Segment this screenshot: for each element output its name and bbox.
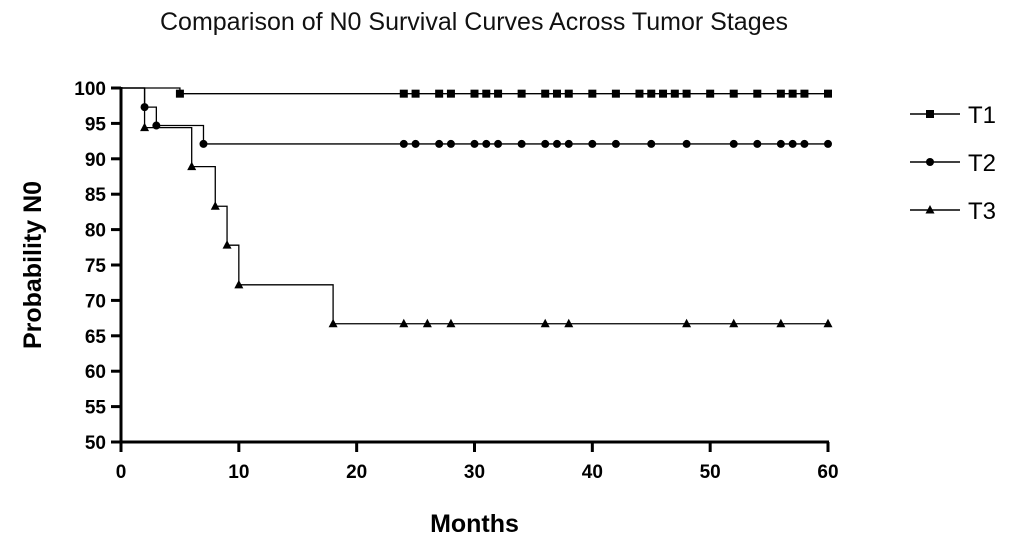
data-point-t1 xyxy=(399,89,408,98)
data-point-t3 xyxy=(776,318,786,328)
data-point-t2 xyxy=(552,139,561,148)
data-point-t2 xyxy=(482,139,491,148)
data-point-t1 xyxy=(800,89,809,98)
data-point-t2 xyxy=(470,139,479,148)
data-point-t1 xyxy=(682,89,691,98)
legend-marker-t3 xyxy=(925,205,935,214)
data-point-t2 xyxy=(824,139,832,148)
data-point-t2 xyxy=(541,139,550,148)
y-tick-label: 80 xyxy=(85,221,106,242)
data-point-t3 xyxy=(140,122,150,132)
data-point-t2 xyxy=(517,139,526,148)
data-point-t2 xyxy=(435,139,444,148)
data-point-t2 xyxy=(788,139,797,148)
data-point-t2 xyxy=(494,139,503,148)
data-point-t2 xyxy=(588,139,597,148)
y-tick-label: 90 xyxy=(85,150,106,171)
axes: 0 10 20 30 40 50 60 50 55 60 65 70 75 80 85 90 95 100 Mont… xyxy=(19,79,839,538)
chart-title: Comparison of N0 Survival Curves Across … xyxy=(159,8,788,36)
x-tick-label: 0 xyxy=(116,462,127,483)
x-tick-label: 30 xyxy=(464,462,485,483)
data-point-t1 xyxy=(564,89,573,98)
data-point-t2 xyxy=(753,139,762,148)
y-tick-label: 100 xyxy=(74,79,106,100)
legend-label-t1: T1 xyxy=(968,102,996,129)
x-tick-label: 20 xyxy=(346,462,367,483)
data-point-t2 xyxy=(411,139,420,148)
x-tick-label: 50 xyxy=(700,462,721,483)
data-point-t1 xyxy=(670,89,679,98)
data-point-t3 xyxy=(222,240,232,249)
legend-marker-t2 xyxy=(926,158,934,166)
data-point-t1 xyxy=(175,89,184,98)
data-point-t1 xyxy=(706,89,715,98)
data-point-t1 xyxy=(541,89,550,98)
data-point-t2 xyxy=(682,139,691,148)
y-tick-label: 70 xyxy=(85,291,106,312)
data-point-t1 xyxy=(788,89,797,98)
y-tick-label: 95 xyxy=(85,114,107,135)
y-tick-label: 60 xyxy=(85,362,106,383)
data-point-t3 xyxy=(210,201,220,210)
plot-area xyxy=(121,87,833,328)
data-point-t2 xyxy=(611,139,620,148)
data-point-t1 xyxy=(435,89,444,98)
data-point-t3 xyxy=(729,318,739,328)
data-point-t3 xyxy=(187,161,197,171)
data-point-t1 xyxy=(494,89,503,98)
data-point-t1 xyxy=(588,89,597,98)
data-point-t1 xyxy=(776,89,785,98)
x-axis-title: Months xyxy=(430,510,519,538)
x-tick-label: 40 xyxy=(582,462,603,483)
y-tick-label: 75 xyxy=(85,256,107,277)
data-point-t1 xyxy=(470,89,479,98)
data-point-t3 xyxy=(234,279,244,289)
data-point-t3 xyxy=(564,318,574,328)
data-point-t1 xyxy=(659,89,668,98)
data-point-t1 xyxy=(753,89,762,98)
data-point-t1 xyxy=(635,89,644,98)
data-point-t1 xyxy=(729,89,738,98)
data-point-t2 xyxy=(800,139,809,148)
data-point-t2 xyxy=(199,139,208,148)
data-point-t1 xyxy=(482,89,491,98)
y-tick-label: 55 xyxy=(85,398,107,419)
data-point-t3 xyxy=(682,318,692,328)
data-point-t3 xyxy=(328,318,338,328)
legend-label-t2: T2 xyxy=(968,150,996,177)
y-axis-title: Probability N0 xyxy=(19,181,47,349)
data-point-t3 xyxy=(540,318,550,328)
data-point-t1 xyxy=(446,89,455,98)
data-point-t2 xyxy=(152,121,161,130)
data-point-t2 xyxy=(564,139,573,148)
y-tick-label: 50 xyxy=(85,433,106,454)
data-point-t1 xyxy=(552,89,561,98)
data-point-t1 xyxy=(411,89,420,98)
data-point-t1 xyxy=(824,89,832,98)
y-tick-label: 65 xyxy=(85,327,107,348)
data-point-t2 xyxy=(776,139,785,148)
series-line-t3 xyxy=(121,87,828,325)
x-tick-label: 60 xyxy=(817,462,838,483)
y-tick-label: 85 xyxy=(85,185,107,206)
x-tick-label: 10 xyxy=(228,462,249,483)
legend-label-t3: T3 xyxy=(968,198,996,225)
legend: T1 T2 T3 xyxy=(910,102,996,225)
data-point-t1 xyxy=(517,89,526,98)
data-point-t3 xyxy=(446,318,456,328)
data-point-t3 xyxy=(422,318,432,328)
legend-marker-t1 xyxy=(926,110,934,118)
data-point-t2 xyxy=(729,139,738,148)
data-point-t3 xyxy=(823,318,833,328)
data-point-t2 xyxy=(446,139,455,148)
data-point-t1 xyxy=(611,89,620,98)
data-point-t3 xyxy=(399,318,409,328)
data-point-t1 xyxy=(647,89,656,98)
data-point-t2 xyxy=(647,139,656,148)
data-point-t2 xyxy=(399,139,408,148)
